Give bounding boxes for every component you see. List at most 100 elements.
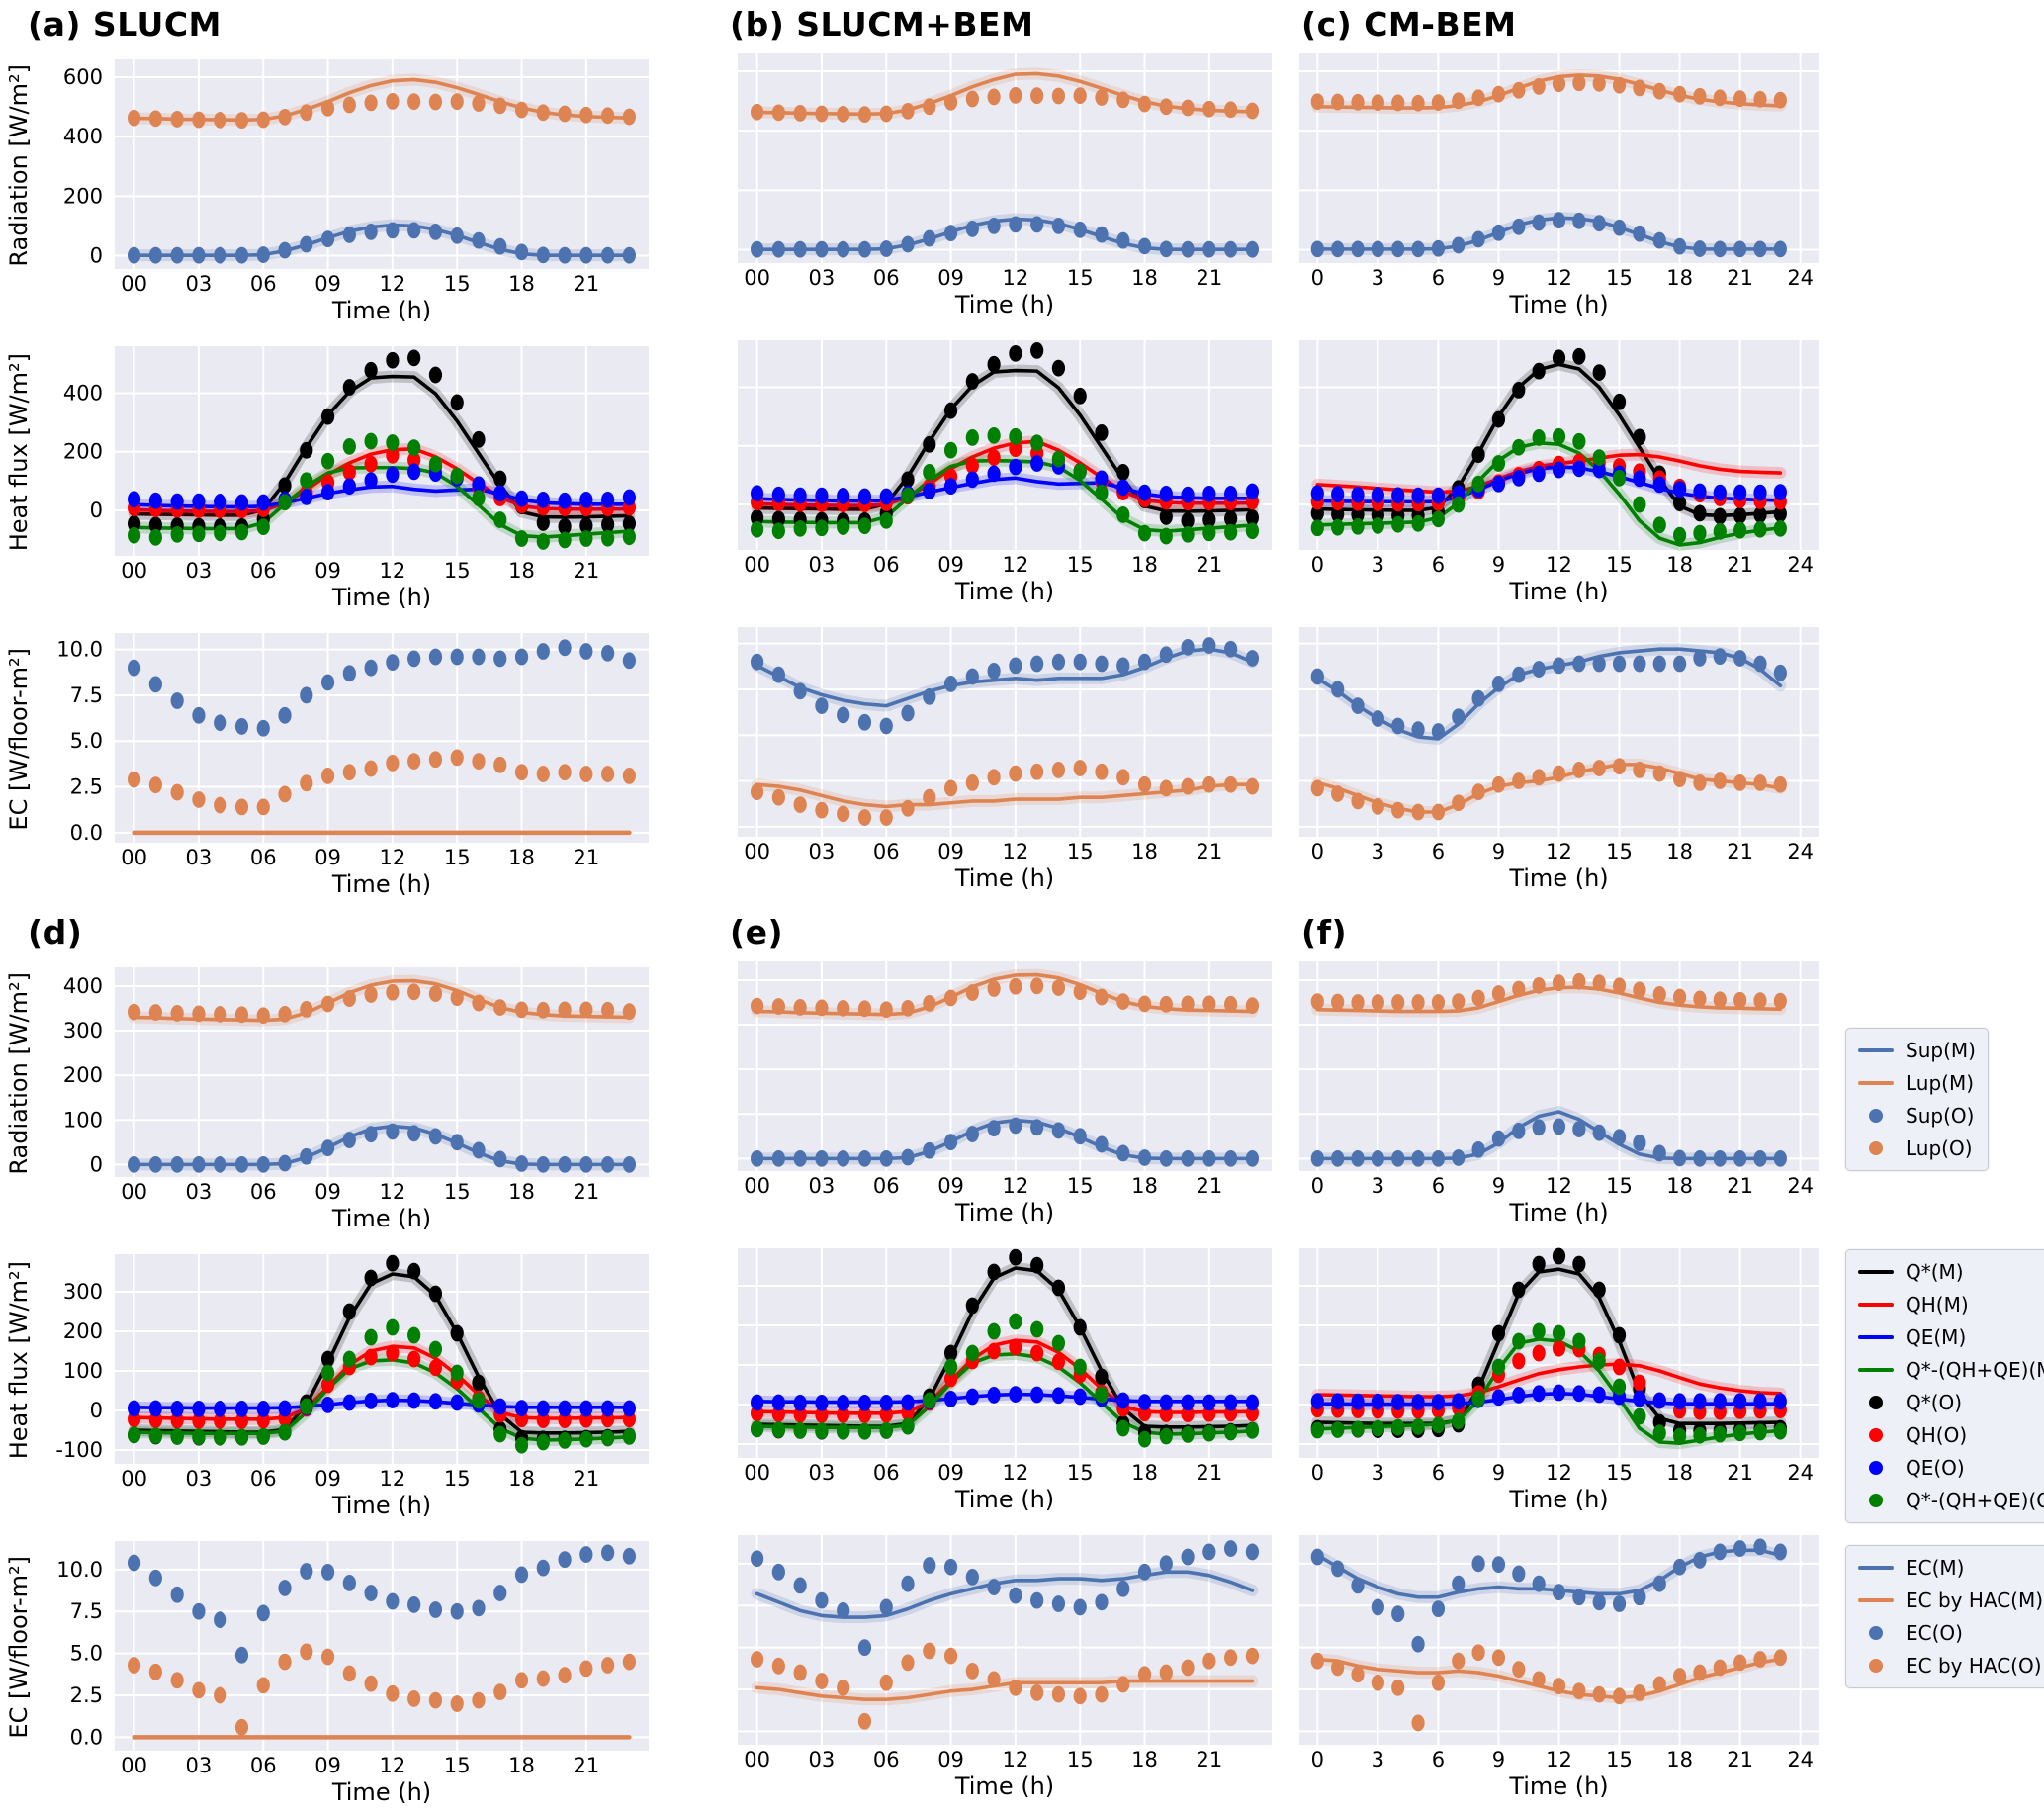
x-tick-label: 03 (186, 1467, 213, 1491)
series-dot (965, 1388, 979, 1406)
series-dot (1713, 1543, 1727, 1561)
series-dot (1773, 484, 1787, 500)
series-dot (472, 994, 486, 1012)
series-dot (1512, 469, 1526, 487)
series-dot (1310, 519, 1324, 537)
series-dot (472, 1691, 486, 1709)
series-dot (1491, 455, 1506, 472)
legend-cell-radiation: Sup(M) Lup(M) Sup(O) Lup(O) (1845, 955, 2044, 1242)
series-dot (407, 983, 421, 1001)
x-tick-label: 9 (1492, 266, 1505, 290)
series-dot (1532, 77, 1546, 95)
series-dot (1051, 359, 1066, 377)
x-tick-label: 03 (186, 846, 213, 869)
series-dot (1137, 1430, 1152, 1448)
series-dot (536, 246, 550, 264)
series-dot (536, 643, 550, 660)
series-dot (1224, 640, 1238, 658)
series-dot (1073, 221, 1087, 238)
series-dot (1592, 461, 1606, 479)
series-dot (1532, 465, 1546, 483)
series-dot (879, 1001, 893, 1019)
panel-title-c: (c) CM-BEM (1301, 4, 1517, 44)
series-dot (1471, 783, 1485, 801)
series-dot (1030, 216, 1044, 233)
x-tick-label: 0 (1311, 266, 1324, 290)
cell-d-radiation: Radiation [W/m²] 00 03 06 09 12 15 18 21 0 100 200… (0, 955, 659, 1242)
series-dot (987, 465, 1001, 483)
series-dot (170, 783, 184, 801)
x-tick-label: 15 (444, 846, 471, 869)
series-dot (386, 466, 400, 484)
legend-line-swatch (1858, 1334, 1894, 1339)
chart-canvas: 00 03 06 09 12 15 18 21 0 200 400 Time (h) (63, 346, 649, 611)
series-dot (1202, 240, 1216, 258)
series-dot (148, 528, 162, 546)
series-dot (428, 1601, 443, 1618)
series-dot (1773, 992, 1787, 1010)
cell-e-radiation: 00 03 06 09 12 15 18 21 Time (h) (659, 955, 1291, 1242)
x-tick-label: 9 (1492, 553, 1505, 577)
series-dot (1391, 487, 1405, 504)
series-dot (1202, 995, 1216, 1013)
series-dot (1452, 993, 1466, 1010)
series-dot (601, 246, 615, 264)
series-dot (364, 361, 378, 379)
series-dot (1713, 522, 1727, 540)
series-dot (320, 452, 335, 470)
series-dot (514, 1672, 529, 1689)
series-dot (771, 1149, 785, 1167)
series-dot (148, 1569, 162, 1587)
x-tick-label: 6 (1432, 553, 1445, 577)
series-dot (1452, 1575, 1466, 1592)
series-dot (1181, 1548, 1195, 1566)
series-dot (879, 488, 893, 505)
series-dot (1137, 484, 1152, 501)
series-dot (1471, 1644, 1485, 1662)
x-axis-label: Time (h) (954, 578, 1054, 605)
series-dot (987, 1263, 1001, 1281)
series-dot (1137, 524, 1152, 542)
series-dot (558, 1400, 572, 1417)
x-tick-label: 06 (250, 846, 277, 869)
series-dot (965, 90, 979, 108)
series-dot (857, 713, 872, 731)
series-dot (923, 229, 936, 247)
series-dot (428, 1691, 443, 1709)
series-dot (450, 93, 464, 111)
series-dot (472, 1392, 486, 1409)
y-tick-label: 200 (63, 1319, 103, 1343)
series-dot (1452, 794, 1466, 812)
legend-item: EC by HAC(M) (1858, 1589, 2043, 1612)
series-dot (1612, 393, 1627, 410)
series-dot (364, 986, 378, 1003)
series-dot (1159, 527, 1173, 545)
series-dot (579, 766, 593, 782)
y-tick-label: 0.0 (70, 821, 103, 845)
x-tick-label: 15 (1067, 1748, 1094, 1771)
cell-e-heatflux: 00 03 06 09 12 15 18 21 Time (h) (659, 1242, 1291, 1529)
series-dot (1753, 1538, 1767, 1556)
x-tick-label: 18 (1666, 1174, 1693, 1198)
series-dot (278, 1653, 292, 1671)
series-dot (1753, 992, 1767, 1010)
chart-canvas: 0 3 6 9 12 15 18 21 24 Time (h) (1299, 1535, 1819, 1800)
series-dot (771, 104, 785, 122)
series-dot (342, 464, 356, 481)
x-tick-label: 0 (1311, 1748, 1324, 1771)
x-tick-label: 03 (186, 1180, 213, 1204)
series-dot (1452, 92, 1466, 110)
series-dot (472, 1141, 486, 1159)
series-dot (815, 105, 829, 123)
series-dot (923, 483, 936, 499)
series-dot (1672, 771, 1687, 788)
legend-line-swatch (1858, 1080, 1894, 1085)
y-tick-label: 400 (63, 974, 103, 998)
series-dot (1137, 995, 1152, 1013)
series-dot (1773, 664, 1787, 681)
series-dot (386, 93, 400, 110)
series-dot (364, 224, 378, 240)
legend-item: QE(O) (1858, 1456, 2044, 1480)
series-dot (300, 686, 313, 704)
series-dot (1051, 450, 1066, 468)
